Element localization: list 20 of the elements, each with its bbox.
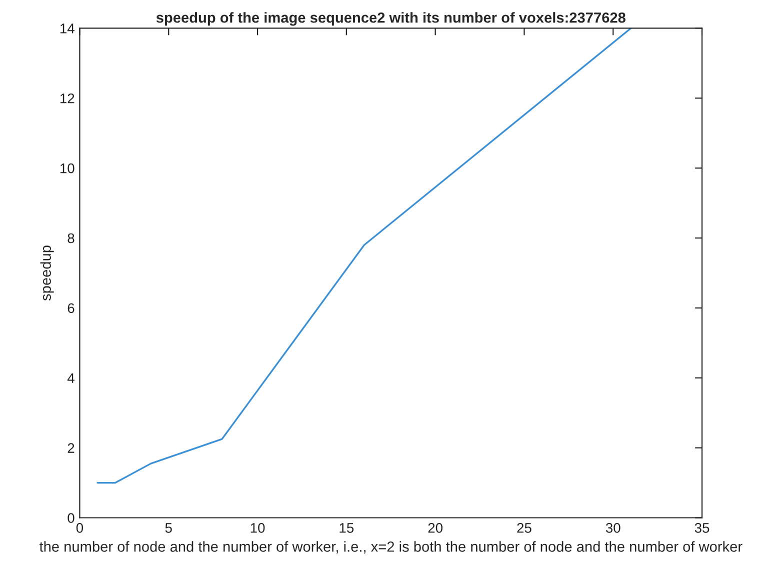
y-axis-title: speedup	[40, 246, 54, 301]
x-tick-label: 30	[606, 522, 620, 533]
x-tick-label: 20	[428, 522, 442, 533]
y-tick-label: 6	[68, 303, 74, 314]
x-tick-label: 10	[250, 522, 265, 533]
y-tick-label: 2	[68, 443, 74, 453]
line-series	[96, 28, 632, 484]
y-tick-label: 4	[67, 373, 74, 383]
x-tick-label: 15	[340, 523, 354, 533]
y-tick-label: 0	[68, 513, 74, 523]
x-tick-label: 35	[694, 522, 710, 533]
x-tick-label: 25	[517, 522, 532, 533]
x-tick-label: 0	[76, 522, 84, 533]
chart-title: speedup of the image sequence2 with its number of voxels:2377628	[156, 12, 626, 26]
y-tick-label: 8	[68, 233, 74, 244]
y-tick-label: 12	[60, 93, 74, 104]
x-tick-label: 5	[165, 523, 172, 533]
x-axis-title: the number of node and the number of worker, i.e., x=2 is both the number of node and the number of worker	[39, 541, 742, 554]
y-tick-label: 14	[60, 24, 74, 34]
y-tick-label: 10	[60, 163, 74, 174]
